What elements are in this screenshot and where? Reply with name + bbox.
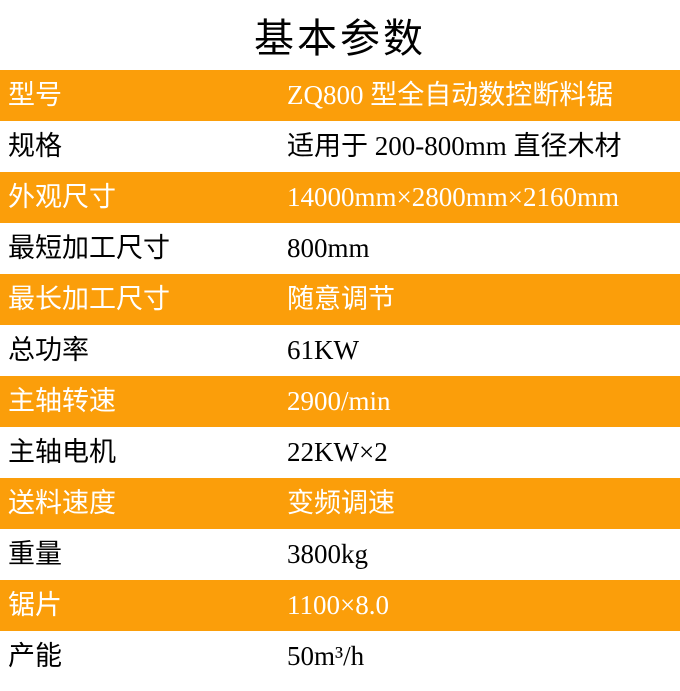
table-row-feed-speed: 送料速度 变频调速 xyxy=(0,478,680,529)
param-label: 产能 xyxy=(8,641,62,671)
param-label: 总功率 xyxy=(8,335,89,365)
table-row-max-size: 最长加工尺寸 随意调节 xyxy=(0,274,680,325)
table-row-model: 型号 ZQ800 型全自动数控断料锯 xyxy=(0,70,680,121)
param-value: 随意调节 xyxy=(287,284,395,314)
page-title: 基本参数 xyxy=(254,16,426,61)
param-value: 50m³/h xyxy=(287,641,365,671)
table-row-dimensions: 外观尺寸 14000mm×2800mm×2160mm xyxy=(0,172,680,223)
param-label: 外观尺寸 xyxy=(8,182,116,212)
table-row-capacity: 产能 50m³/h xyxy=(0,631,680,682)
param-label: 型号 xyxy=(8,80,62,110)
param-label: 送料速度 xyxy=(8,488,116,518)
param-label: 主轴电机 xyxy=(8,437,116,467)
table-row-spindle-speed: 主轴转速 2900/min xyxy=(0,376,680,427)
param-value: 1100×8.0 xyxy=(287,590,389,620)
param-value: 61KW xyxy=(287,335,359,365)
spec-table: 型号 ZQ800 型全自动数控断料锯 规格 适用于 200-800mm 直径木材… xyxy=(0,70,680,682)
param-value: 3800kg xyxy=(287,539,368,569)
param-value: 14000mm×2800mm×2160mm xyxy=(287,182,619,212)
table-row-total-power: 总功率 61KW xyxy=(0,325,680,376)
param-value: 800mm xyxy=(287,233,370,263)
table-row-weight: 重量 3800kg xyxy=(0,529,680,580)
table-row-spec: 规格 适用于 200-800mm 直径木材 xyxy=(0,121,680,172)
param-label: 最长加工尺寸 xyxy=(8,284,170,314)
param-label: 主轴转速 xyxy=(8,386,116,416)
param-value: 适用于 200-800mm 直径木材 xyxy=(287,131,622,161)
param-label: 最短加工尺寸 xyxy=(8,233,170,263)
table-row-saw-blade: 锯片 1100×8.0 xyxy=(0,580,680,631)
table-row-min-size: 最短加工尺寸 800mm xyxy=(0,223,680,274)
param-label: 锯片 xyxy=(8,590,62,620)
table-row-spindle-motor: 主轴电机 22KW×2 xyxy=(0,427,680,478)
param-value: 变频调速 xyxy=(287,488,395,518)
param-value: ZQ800 型全自动数控断料锯 xyxy=(287,80,614,110)
param-label: 重量 xyxy=(8,539,62,569)
param-label: 规格 xyxy=(8,131,62,161)
param-value: 2900/min xyxy=(287,386,391,416)
param-value: 22KW×2 xyxy=(287,437,388,467)
